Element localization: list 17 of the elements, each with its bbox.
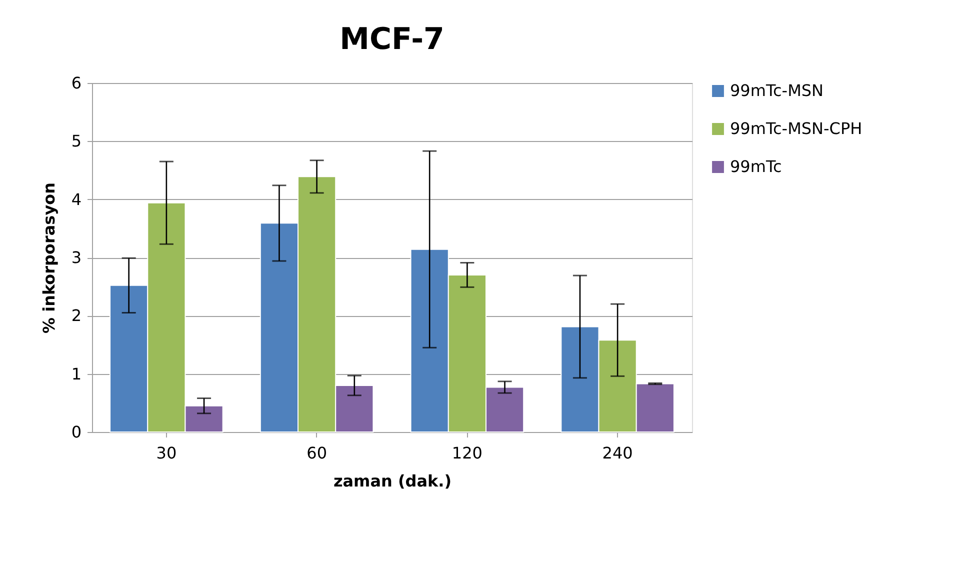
x-tick-label: 120 bbox=[452, 444, 482, 462]
x-tick-label: 30 bbox=[156, 444, 177, 462]
x-axis-title: zaman (dak.) bbox=[333, 472, 452, 490]
legend-label: 99mTc-MSN-CPH bbox=[730, 119, 862, 138]
y-axis-title: % inkorporasyon bbox=[39, 182, 58, 334]
y-tick-label: 3 bbox=[71, 248, 82, 267]
legend-label: 99mTc bbox=[730, 157, 782, 176]
y-tick-label: 4 bbox=[71, 190, 82, 209]
y-tick-label: 1 bbox=[71, 364, 82, 384]
y-tick-label: 0 bbox=[71, 422, 82, 442]
legend-label: 99mTc-MSN bbox=[730, 81, 824, 100]
y-tick-label: 5 bbox=[71, 132, 82, 151]
y-tick-label: 2 bbox=[71, 306, 82, 326]
chart-title: MCF-7 bbox=[340, 22, 444, 57]
y-tick-label: 6 bbox=[71, 74, 82, 92]
x-tick-label: 240 bbox=[602, 444, 633, 462]
x-tick-label: 60 bbox=[306, 444, 327, 462]
